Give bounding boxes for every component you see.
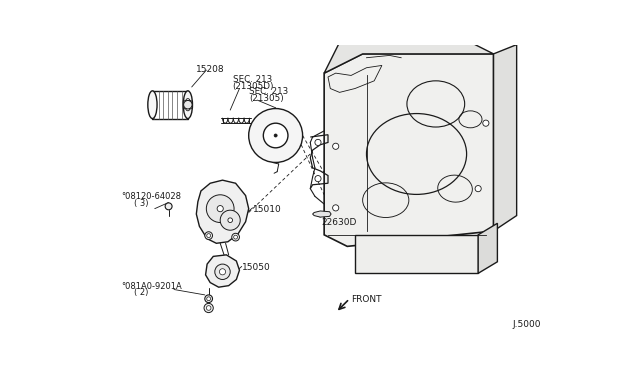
Circle shape <box>220 269 225 275</box>
Polygon shape <box>493 45 516 231</box>
Circle shape <box>315 140 321 145</box>
Circle shape <box>205 295 212 302</box>
Circle shape <box>206 195 234 222</box>
Circle shape <box>204 303 213 312</box>
Circle shape <box>274 134 277 137</box>
Text: (21305): (21305) <box>250 94 284 103</box>
Circle shape <box>475 186 481 192</box>
Polygon shape <box>196 180 249 243</box>
Text: 15050: 15050 <box>242 263 271 272</box>
Ellipse shape <box>148 91 157 119</box>
Circle shape <box>217 206 223 212</box>
Ellipse shape <box>183 91 193 119</box>
Text: 15010: 15010 <box>253 205 282 214</box>
Text: 15208: 15208 <box>196 65 224 74</box>
Circle shape <box>188 105 192 109</box>
Text: °08120-64028: °08120-64028 <box>122 192 182 202</box>
Circle shape <box>184 105 188 109</box>
Text: 22630D: 22630D <box>322 218 357 227</box>
Text: ( 2): ( 2) <box>134 288 148 297</box>
Polygon shape <box>312 211 331 217</box>
Circle shape <box>207 297 211 301</box>
Polygon shape <box>355 235 478 273</box>
Circle shape <box>184 100 192 109</box>
Circle shape <box>315 176 321 182</box>
Circle shape <box>165 203 172 210</box>
Circle shape <box>333 143 339 150</box>
Circle shape <box>207 234 211 238</box>
Circle shape <box>186 99 190 102</box>
Circle shape <box>205 232 212 240</box>
Circle shape <box>228 218 232 222</box>
Circle shape <box>215 264 230 279</box>
Text: FRONT: FRONT <box>351 295 381 304</box>
Polygon shape <box>324 54 493 246</box>
Text: SEC. 213: SEC. 213 <box>232 76 272 84</box>
Circle shape <box>188 100 192 104</box>
Circle shape <box>249 109 303 163</box>
Circle shape <box>206 306 211 310</box>
Circle shape <box>184 100 188 104</box>
Text: (21305D): (21305D) <box>232 82 274 92</box>
Circle shape <box>186 107 190 111</box>
Circle shape <box>333 205 339 211</box>
Circle shape <box>220 210 240 230</box>
Text: J.5000: J.5000 <box>513 320 541 329</box>
Circle shape <box>232 233 239 241</box>
Text: ( 3): ( 3) <box>134 199 148 208</box>
Polygon shape <box>478 223 497 273</box>
Polygon shape <box>205 255 239 287</box>
Text: SEC. 213: SEC. 213 <box>250 87 289 96</box>
Text: °081A0-9201A: °081A0-9201A <box>122 282 182 291</box>
Circle shape <box>263 123 288 148</box>
Circle shape <box>483 120 489 126</box>
Circle shape <box>234 235 237 239</box>
Polygon shape <box>324 42 493 73</box>
